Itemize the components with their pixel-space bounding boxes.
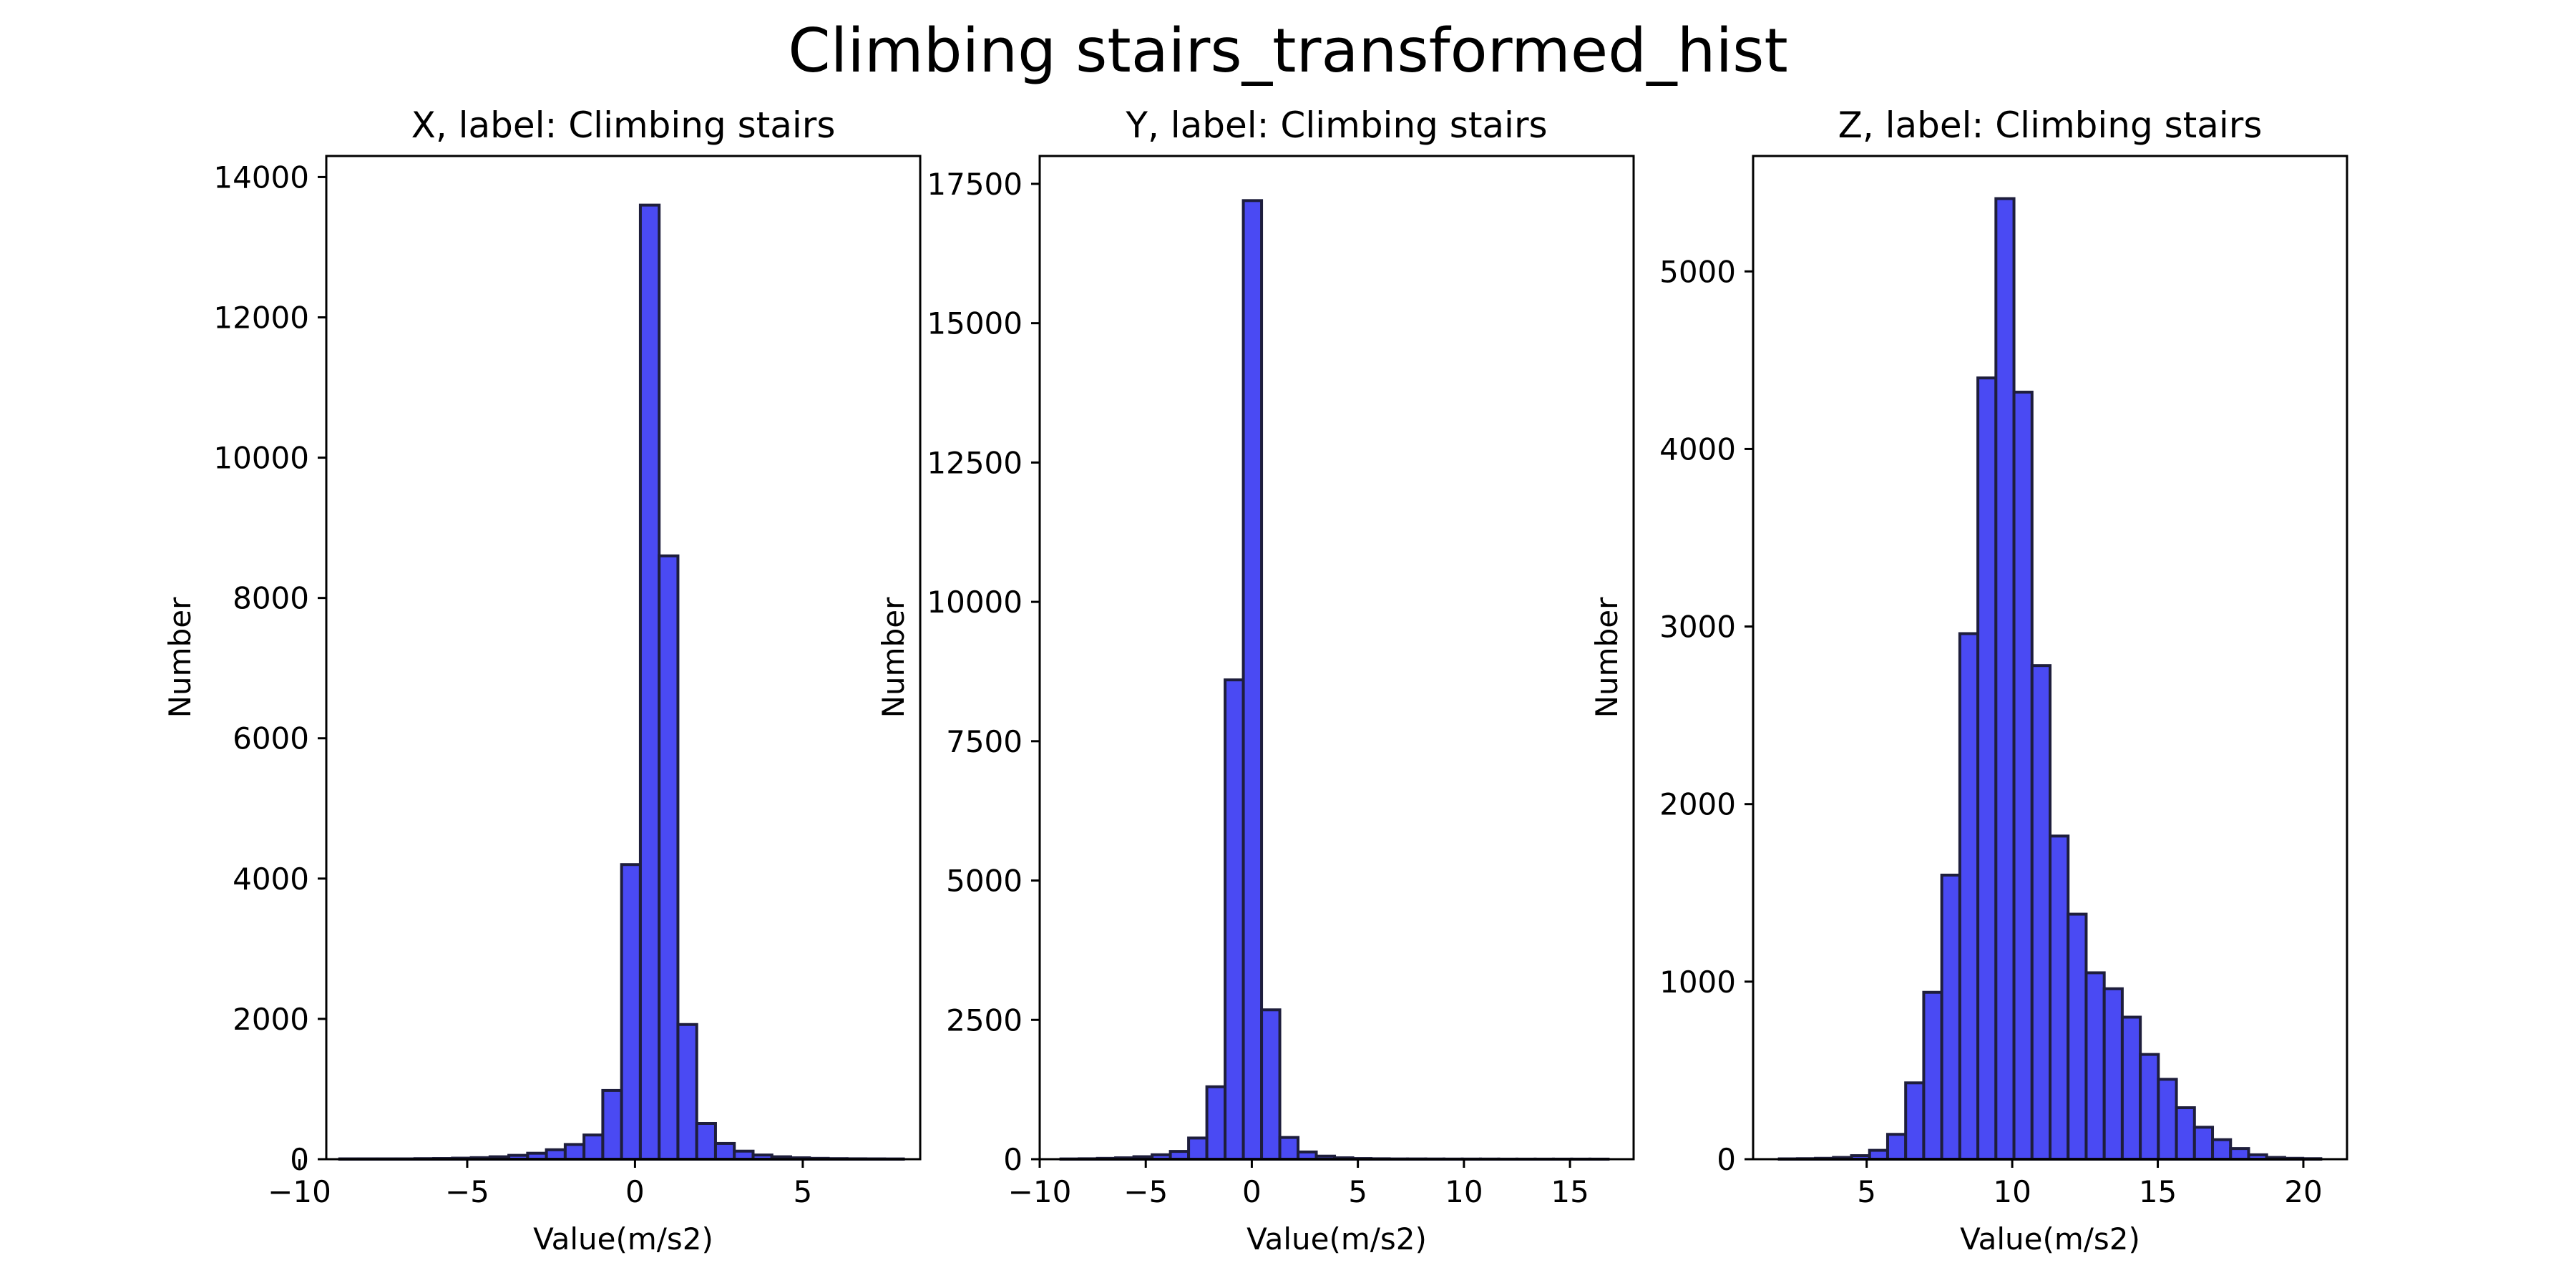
panel-z-ylabel: Number bbox=[1589, 597, 1624, 718]
panel-x-xtick-label: 5 bbox=[794, 1174, 813, 1209]
panel-y-ytick-label: 17500 bbox=[927, 167, 1023, 202]
panel-z-xtick-label: 5 bbox=[1857, 1174, 1876, 1209]
panel-y-frame bbox=[1038, 155, 1635, 1161]
panel-z-bar bbox=[2084, 971, 2106, 1161]
panel-y-ytick-label: 15000 bbox=[927, 306, 1023, 341]
panel-y-title: Y, label: Climbing stairs bbox=[1125, 104, 1547, 146]
panel-y-bar bbox=[1241, 199, 1264, 1161]
panel-z-title: Z, label: Climbing stairs bbox=[1838, 104, 2263, 146]
panel-x-ytick-label: 4000 bbox=[233, 862, 309, 897]
panel-x-bar bbox=[582, 1133, 605, 1161]
panel-z-bar bbox=[1922, 990, 1943, 1161]
panel-x-ytick-label: 14000 bbox=[213, 160, 309, 195]
panel-x-bar bbox=[695, 1121, 717, 1161]
panel-x-bar bbox=[601, 1088, 623, 1161]
panel-z-xtick-label: 10 bbox=[1993, 1174, 2031, 1209]
panel-z-bar bbox=[1958, 632, 1980, 1161]
panel-y-bar bbox=[1169, 1150, 1191, 1161]
panel-x-ytick-label: 12000 bbox=[213, 300, 309, 335]
panel-x-xtick-label: −10 bbox=[268, 1174, 331, 1209]
panel-y: Y, label: Climbing stairs −10 −5 0 5 10 15 0 250… bbox=[876, 104, 1635, 1257]
panel-x-frame bbox=[325, 155, 922, 1161]
panel-z-ytick-label: 4000 bbox=[1659, 431, 1736, 467]
panel-y-ytick-label: 12500 bbox=[927, 445, 1023, 480]
panel-y-ytick-label: 7500 bbox=[946, 724, 1023, 759]
panel-x-bar bbox=[620, 863, 642, 1161]
panel-y-xtick-label: −10 bbox=[1008, 1174, 1072, 1209]
panel-z-bar bbox=[2175, 1106, 2196, 1161]
panel-z-bar bbox=[2229, 1147, 2250, 1161]
panel-x-bar bbox=[676, 1023, 698, 1161]
panel-y-bar bbox=[1297, 1150, 1318, 1161]
panel-z-bar bbox=[2139, 1053, 2160, 1161]
panel-y-ytick-label: 2500 bbox=[946, 1002, 1023, 1038]
panel-z-bar bbox=[2211, 1138, 2233, 1161]
panel-x-bar bbox=[545, 1148, 567, 1161]
panel-y-bar bbox=[1278, 1136, 1300, 1161]
panel-z-bar bbox=[2192, 1126, 2215, 1161]
panel-y-bar bbox=[1187, 1136, 1209, 1161]
panel-z-ytick-label: 0 bbox=[1717, 1142, 1736, 1177]
panel-x-ylabel: Number bbox=[162, 597, 197, 718]
panel-z-bar bbox=[2157, 1078, 2178, 1161]
panel-z-xtick-label: 15 bbox=[2139, 1174, 2177, 1209]
panel-z-bar bbox=[1868, 1148, 1889, 1161]
panel-x-title: X, label: Climbing stairs bbox=[411, 104, 836, 146]
panel-z: Z, label: Climbing stairs 5 10 15 20 0 1000 200… bbox=[1589, 104, 2348, 1257]
panel-z-bar bbox=[2030, 664, 2051, 1161]
panel-y-ytick-label: 0 bbox=[1003, 1142, 1023, 1177]
panel-x-bar bbox=[563, 1143, 586, 1161]
panel-z-ytick-label: 2000 bbox=[1659, 787, 1736, 822]
panel-z-bars bbox=[1777, 197, 2323, 1161]
panel-y-xtick-label: 5 bbox=[1348, 1174, 1367, 1209]
panel-z-ytick-label: 1000 bbox=[1659, 965, 1736, 1000]
panel-y-bars bbox=[1059, 199, 1610, 1161]
panel-x-bar bbox=[658, 554, 680, 1161]
panel-x-ytick-label: 2000 bbox=[233, 1002, 309, 1037]
panel-z-bar bbox=[2049, 834, 2070, 1161]
panel-z-bar bbox=[1940, 873, 1961, 1161]
panel-y-bar bbox=[1224, 678, 1245, 1161]
panel-x-bar bbox=[713, 1141, 736, 1161]
panel-x-bars bbox=[338, 203, 905, 1161]
panel-y-xtick-label: 15 bbox=[1551, 1174, 1589, 1209]
panel-y-ytick-label: 5000 bbox=[946, 864, 1023, 899]
figure-title: Climbing stairs_transformed_hist bbox=[788, 16, 1787, 87]
panel-z-frame bbox=[1752, 155, 2348, 1161]
panel-y-bar bbox=[1260, 1008, 1282, 1161]
panel-x-ytick-label: 0 bbox=[290, 1142, 309, 1177]
panel-y-ytick-label: 10000 bbox=[927, 585, 1023, 620]
panel-x-ytick-label: 10000 bbox=[213, 441, 309, 476]
panel-z-xlabel: Value(m/s2) bbox=[1960, 1221, 2140, 1257]
panel-y-bar bbox=[1205, 1085, 1227, 1161]
panel-z-bar bbox=[2012, 391, 2034, 1161]
panel-z-bar bbox=[1994, 197, 2016, 1161]
panel-x: X, label: Climbing stairs −10 −5 0 5 0 2000 400… bbox=[162, 104, 922, 1257]
histogram-panels: X, label: Climbing stairs−10 −5 0 502000400… bbox=[162, 104, 2348, 1257]
panel-y-xtick-label: 10 bbox=[1445, 1174, 1483, 1209]
panel-z-bar bbox=[2120, 1015, 2142, 1161]
panel-z-xtick-label: 20 bbox=[2284, 1174, 2322, 1209]
panel-x-ytick-label: 8000 bbox=[233, 581, 309, 616]
panel-z-bar bbox=[1904, 1081, 1926, 1161]
panel-z-bar bbox=[2067, 912, 2088, 1161]
panel-y-xtick-label: −5 bbox=[1123, 1174, 1168, 1209]
panel-z-ytick-label: 5000 bbox=[1659, 254, 1736, 289]
panel-z-ytick-label: 3000 bbox=[1659, 610, 1736, 645]
panel-z-bar bbox=[1976, 376, 1998, 1161]
panel-x-xlabel: Value(m/s2) bbox=[533, 1221, 713, 1257]
panel-x-xtick-label: −5 bbox=[445, 1174, 489, 1209]
panel-y-xtick-label: 0 bbox=[1242, 1174, 1262, 1209]
panel-x-bar bbox=[733, 1149, 755, 1161]
panel-x-xtick-label: 0 bbox=[625, 1174, 645, 1209]
panel-y-ylabel: Number bbox=[876, 597, 911, 718]
panel-y-xlabel: Value(m/s2) bbox=[1246, 1221, 1427, 1257]
panel-z-bar bbox=[2102, 987, 2124, 1161]
panel-z-bar bbox=[1885, 1133, 1908, 1161]
panel-x-ytick-label: 6000 bbox=[233, 721, 309, 756]
panel-x-bar bbox=[638, 203, 661, 1161]
